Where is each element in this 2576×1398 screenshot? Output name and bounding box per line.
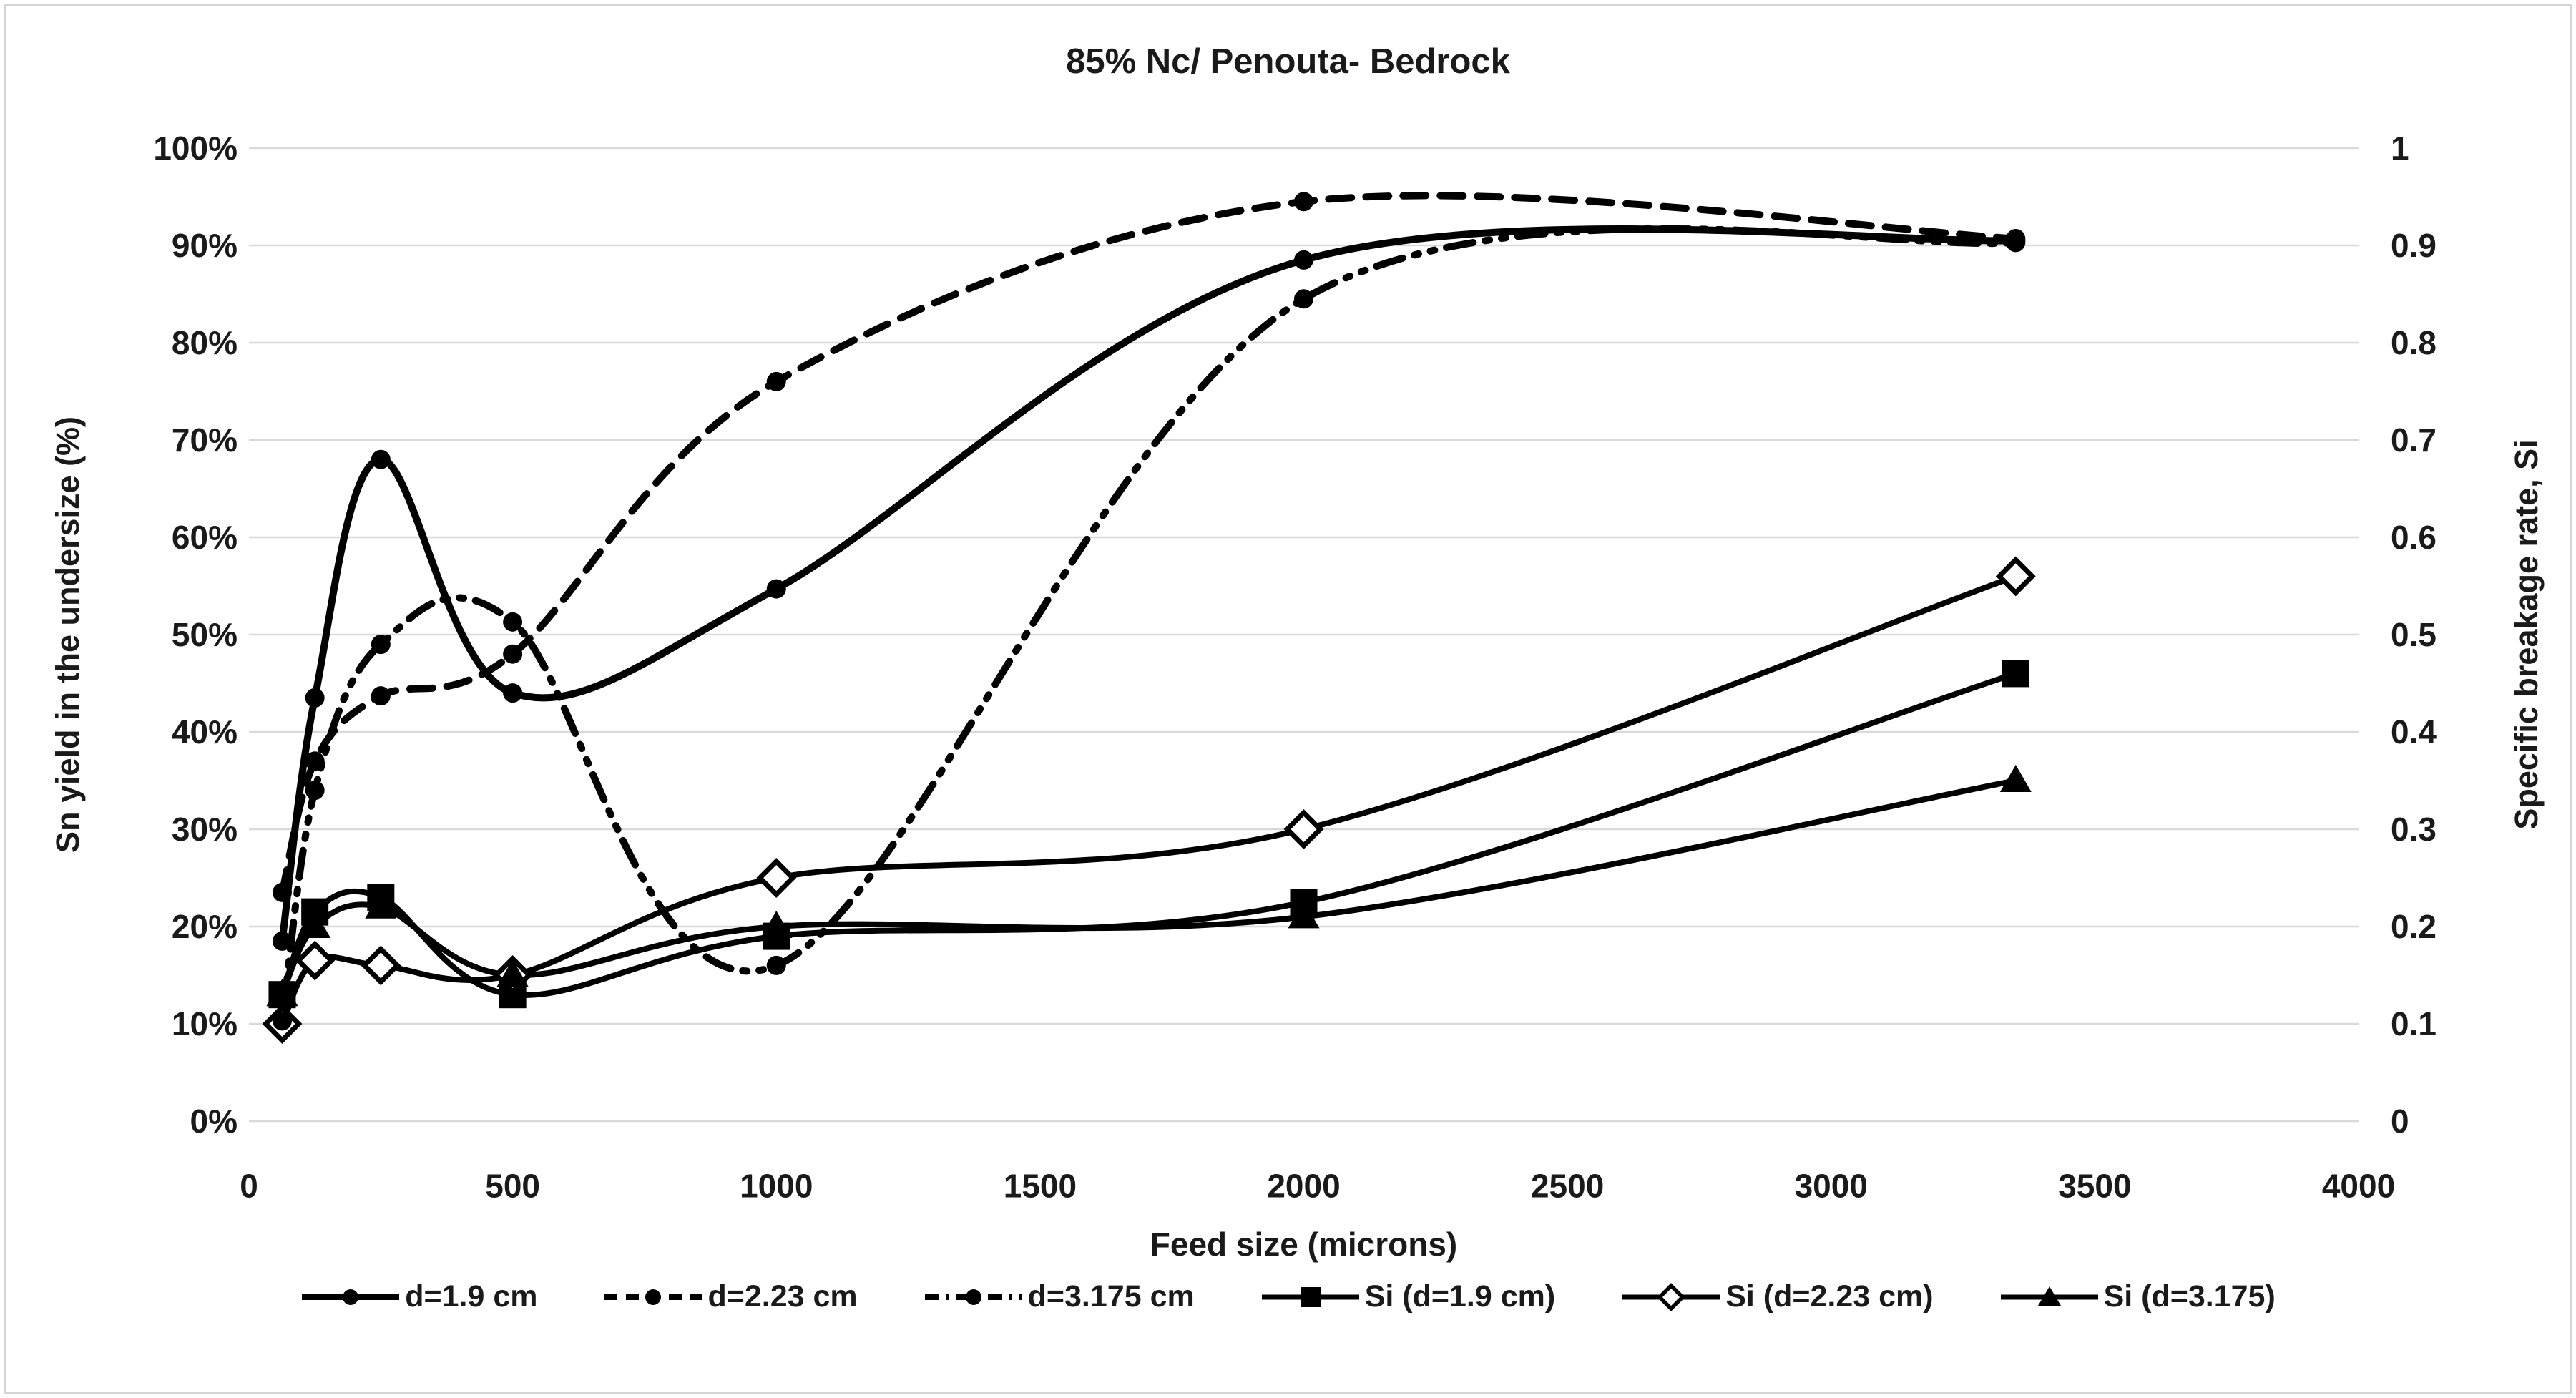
x-tick-label: 3000 <box>1795 1168 1868 1205</box>
series-line-si-d-3.175- <box>279 778 2019 998</box>
series-markers-d-2.23-cm <box>272 192 2026 902</box>
series-markers-d-3.175-cm <box>272 233 2026 1031</box>
legend-swatch-dot-icon <box>924 1289 1022 1305</box>
right-tick-label: 0.9 <box>2391 227 2437 264</box>
right-tick-label: 0.6 <box>2391 519 2437 556</box>
right-tick-label: 0 <box>2391 1103 2409 1140</box>
left-tick-label: 70% <box>172 421 237 459</box>
left-tick-label: 60% <box>172 519 237 556</box>
series-line-d-3.175-cm <box>278 225 2019 1025</box>
right-tick-label: 0.3 <box>2391 811 2437 848</box>
legend-swatch-triangle-icon <box>2000 1286 2098 1306</box>
x-tick-label: 3500 <box>2058 1168 2131 1205</box>
legend-item-si-d-2.23-cm-: Si (d=2.23 cm) <box>1621 1279 1934 1314</box>
legend-swatch-dot-icon <box>604 1289 702 1305</box>
legend-label: d=2.23 cm <box>707 1279 858 1314</box>
x-tick-label: 2000 <box>1267 1168 1340 1205</box>
legend-label: Si (d=1.9 cm) <box>1364 1279 1556 1314</box>
series-markers-si-d-3.175- <box>266 765 2032 1007</box>
legend-swatch-diamond-open-icon <box>1622 1282 1720 1311</box>
left-tick-label: 10% <box>172 1005 237 1042</box>
chart-title: 85% Nc/ Penouta- Bedrock <box>1066 42 1510 81</box>
left-tick-label: 40% <box>172 713 237 751</box>
right-tick-label: 0.2 <box>2391 908 2437 945</box>
legend-item-si-d-1.9-cm-: Si (d=1.9 cm) <box>1260 1279 1555 1314</box>
legend-label: d=3.175 cm <box>1027 1279 1195 1314</box>
legend-label: Si (d=3.175) <box>2103 1279 2276 1314</box>
series-line-d-1.9-cm <box>278 225 2019 945</box>
left-tick-label: 100% <box>153 129 237 167</box>
right-tick-label: 1 <box>2391 129 2409 167</box>
legend-item-si-d-3.175-: Si (d=3.175) <box>1999 1279 2276 1314</box>
legend-item-d-2.23-cm: d=2.23 cm <box>603 1279 858 1314</box>
x-tick-label: 4000 <box>2322 1168 2395 1205</box>
left-tick-label: 80% <box>172 324 237 361</box>
x-axis-title: Feed size (microns) <box>1150 1226 1458 1263</box>
right-tick-label: 0.8 <box>2391 324 2437 361</box>
legend-swatch-dot-icon <box>302 1289 400 1305</box>
left-axis-title: Sn yield in the undersize (%) <box>49 416 86 854</box>
legend-label: Si (d=2.23 cm) <box>1725 1279 1934 1314</box>
left-tick-label: 0% <box>190 1103 237 1140</box>
right-tick-label: 0.7 <box>2391 421 2437 459</box>
chart-figure <box>4 4 2572 1394</box>
x-tick-label: 1000 <box>740 1168 813 1205</box>
x-tick-label: 500 <box>485 1168 540 1205</box>
series-markers-d-1.9-cm <box>272 230 2026 951</box>
left-tick-label: 30% <box>172 811 237 848</box>
series-line-d-2.23-cm <box>278 192 2019 896</box>
left-tick-label: 90% <box>172 227 237 264</box>
legend: d=1.9 cm d=2.23 cm d=3.175 cm Si (d=1.9 cm)… <box>0 1279 2576 1314</box>
legend-item-d-1.9-cm: d=1.9 cm <box>300 1279 537 1314</box>
right-axis-title: Specific breakage rate, Si <box>2508 439 2545 830</box>
left-tick-label: 20% <box>172 908 237 945</box>
right-tick-label: 0.1 <box>2391 1005 2437 1042</box>
x-tick-label: 2500 <box>1531 1168 1604 1205</box>
right-tick-label: 0.4 <box>2391 713 2437 751</box>
right-tick-label: 0.5 <box>2391 616 2437 653</box>
legend-item-d-3.175-cm: d=3.175 cm <box>924 1279 1195 1314</box>
series-line-si-d-2.23-cm- <box>279 573 2019 1027</box>
x-tick-label: 0 <box>240 1168 258 1205</box>
legend-label: d=1.9 cm <box>405 1279 538 1314</box>
x-tick-label: 1500 <box>1004 1168 1077 1205</box>
legend-swatch-square-icon <box>1261 1286 1359 1307</box>
left-tick-label: 50% <box>172 616 237 653</box>
